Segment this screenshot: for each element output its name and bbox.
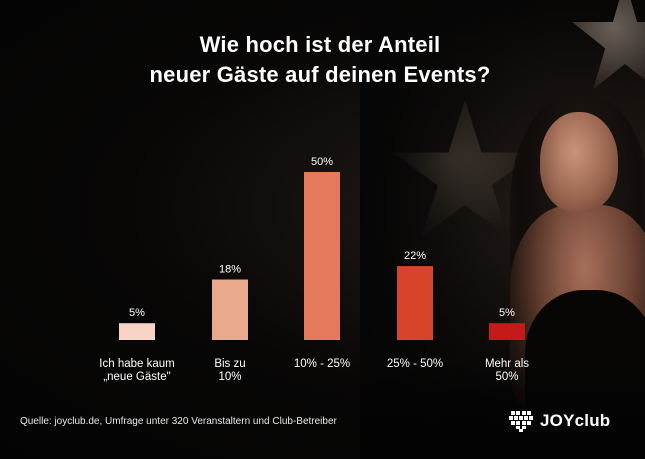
source-note: Quelle: joyclub.de, Umfrage unter 320 Ve… [20, 416, 337, 427]
chart-title-line-2: neuer Gäste auf deinen Events? [149, 62, 491, 87]
bar-0 [119, 323, 155, 340]
heart-logo-icon [509, 411, 533, 432]
joyclub-logo: JOYclub [508, 408, 610, 434]
chart-title: Wie hoch ist der Anteil neuer Gäste auf … [60, 30, 580, 90]
bar-2 [304, 172, 340, 340]
value-labels-group: 5% 18% 50% 22% 5% [129, 156, 515, 319]
category-label-1-line-1: 10% [218, 371, 241, 383]
bar-value-label-1: 18% [219, 264, 241, 276]
bar-4 [489, 323, 525, 340]
bars-group [119, 172, 525, 340]
bar-value-label-3: 22% [404, 250, 426, 262]
chart-title-line-1: Wie hoch ist der Anteil [199, 32, 441, 57]
bar-3 [397, 266, 433, 340]
category-label-4-line-0: Mehr als [485, 358, 529, 370]
bar-value-label-2: 50% [311, 156, 333, 168]
category-label-4-line-1: 50% [495, 371, 518, 383]
category-label-0-line-0: Ich habe kaum [99, 358, 174, 370]
logo-text: JOYclub [540, 411, 611, 430]
category-label-2-line-0: 10% - 25% [294, 358, 350, 370]
photo-fade-bottom [360, 360, 645, 459]
bar-1 [212, 279, 248, 340]
background-photo [360, 0, 645, 459]
bar-value-label-4: 5% [499, 307, 515, 319]
category-label-3-line-0: 25% - 50% [387, 358, 443, 370]
category-label-0-line-1: „neue Gäste" [103, 371, 170, 383]
category-label-1-line-0: Bis zu [214, 358, 245, 370]
bar-value-label-0: 5% [129, 307, 145, 319]
